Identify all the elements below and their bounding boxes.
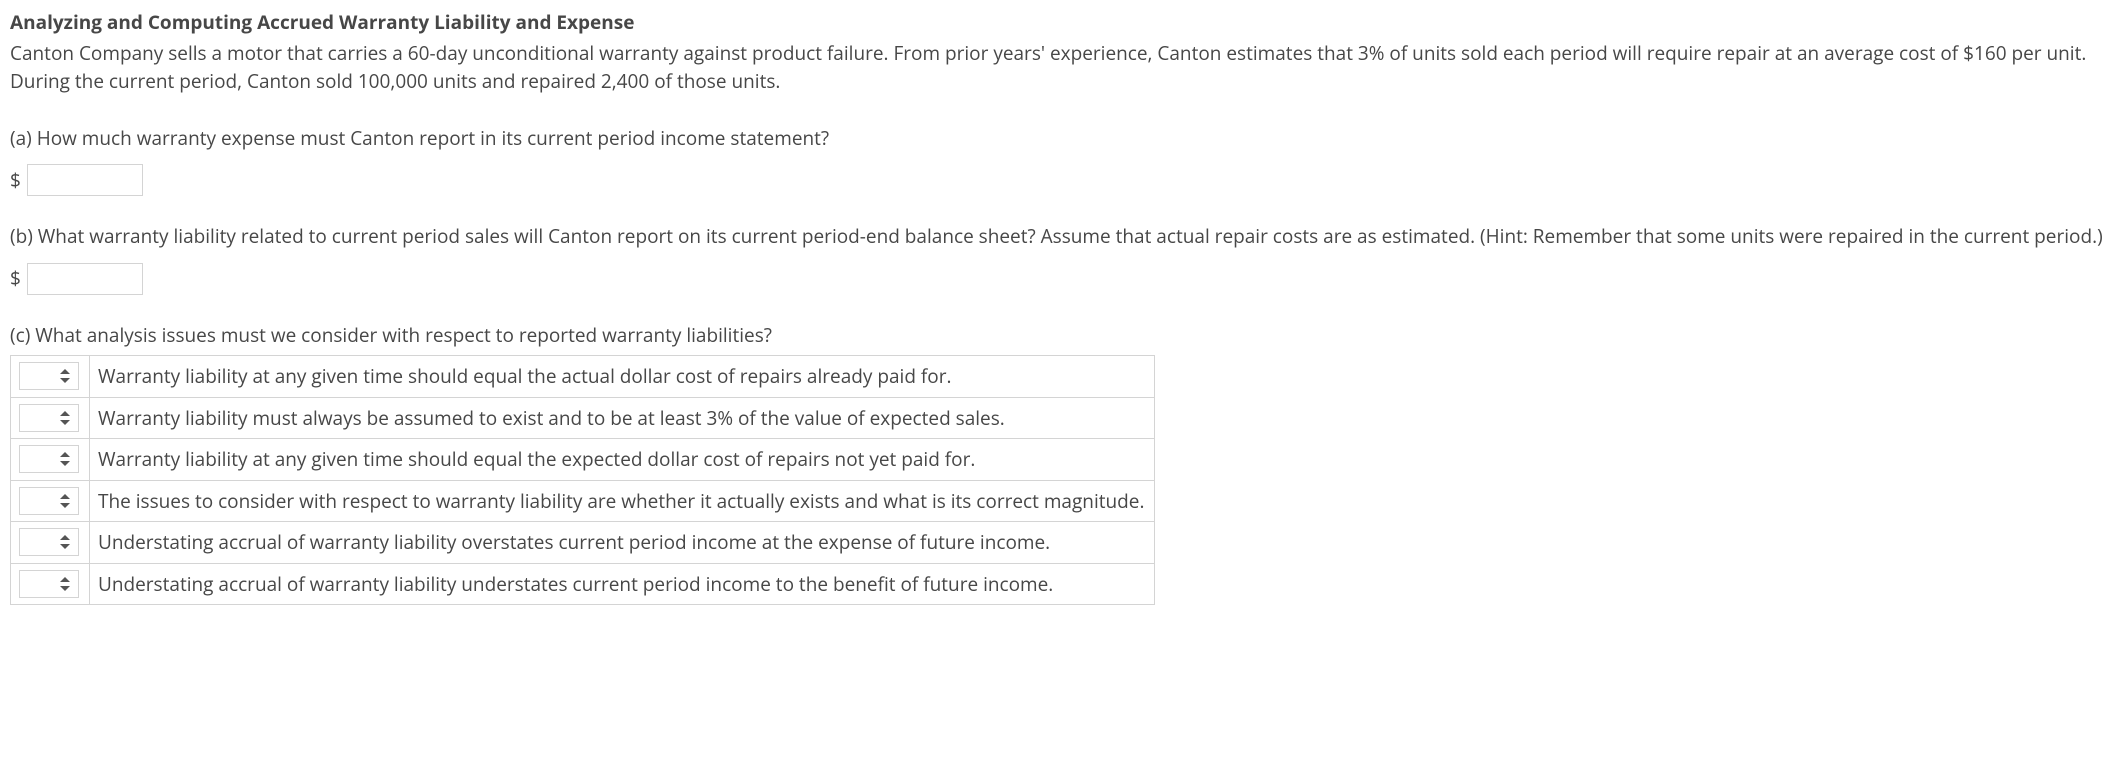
option-select[interactable] [19,487,79,515]
option-text: Understating accrual of warranty liabili… [90,563,1155,605]
option-select-cell [11,397,90,439]
option-select[interactable] [19,362,79,390]
sort-icon [60,577,70,591]
option-text: Warranty liability at any given time sho… [90,439,1155,481]
question-c-options-table: Warranty liability at any given time sho… [10,355,1155,605]
question-b-prompt: (b) What warranty liability related to c… [10,222,2108,251]
option-select[interactable] [19,404,79,432]
option-select-cell [11,480,90,522]
currency-symbol: $ [10,166,21,195]
option-select[interactable] [19,570,79,598]
option-select-cell [11,439,90,481]
currency-symbol: $ [10,264,21,293]
question-a-input[interactable] [27,164,143,196]
sort-icon [60,411,70,425]
option-select-cell [11,563,90,605]
question-c-prompt: (c) What analysis issues must we conside… [10,321,2108,350]
option-text: Warranty liability at any given time sho… [90,356,1155,398]
option-row: Warranty liability at any given time sho… [11,356,1155,398]
option-row: Warranty liability must always be assume… [11,397,1155,439]
sort-icon [60,452,70,466]
option-text: Understating accrual of warranty liabili… [90,522,1155,564]
question-a-prompt: (a) How much warranty expense must Canto… [10,124,2108,153]
sort-icon [60,535,70,549]
intro-paragraph: Canton Company sells a motor that carrie… [10,39,2108,96]
option-row: The issues to consider with respect to w… [11,480,1155,522]
option-text: Warranty liability must always be assume… [90,397,1155,439]
option-select[interactable] [19,528,79,556]
option-row: Understating accrual of warranty liabili… [11,522,1155,564]
section-heading: Analyzing and Computing Accrued Warranty… [10,8,2108,37]
option-row: Understating accrual of warranty liabili… [11,563,1155,605]
option-row: Warranty liability at any given time sho… [11,439,1155,481]
option-select-cell [11,522,90,564]
question-b-answer-row: $ [10,263,2108,295]
option-select-cell [11,356,90,398]
sort-icon [60,369,70,383]
option-select[interactable] [19,445,79,473]
question-a-answer-row: $ [10,164,2108,196]
sort-icon [60,494,70,508]
question-b-input[interactable] [27,263,143,295]
option-text: The issues to consider with respect to w… [90,480,1155,522]
